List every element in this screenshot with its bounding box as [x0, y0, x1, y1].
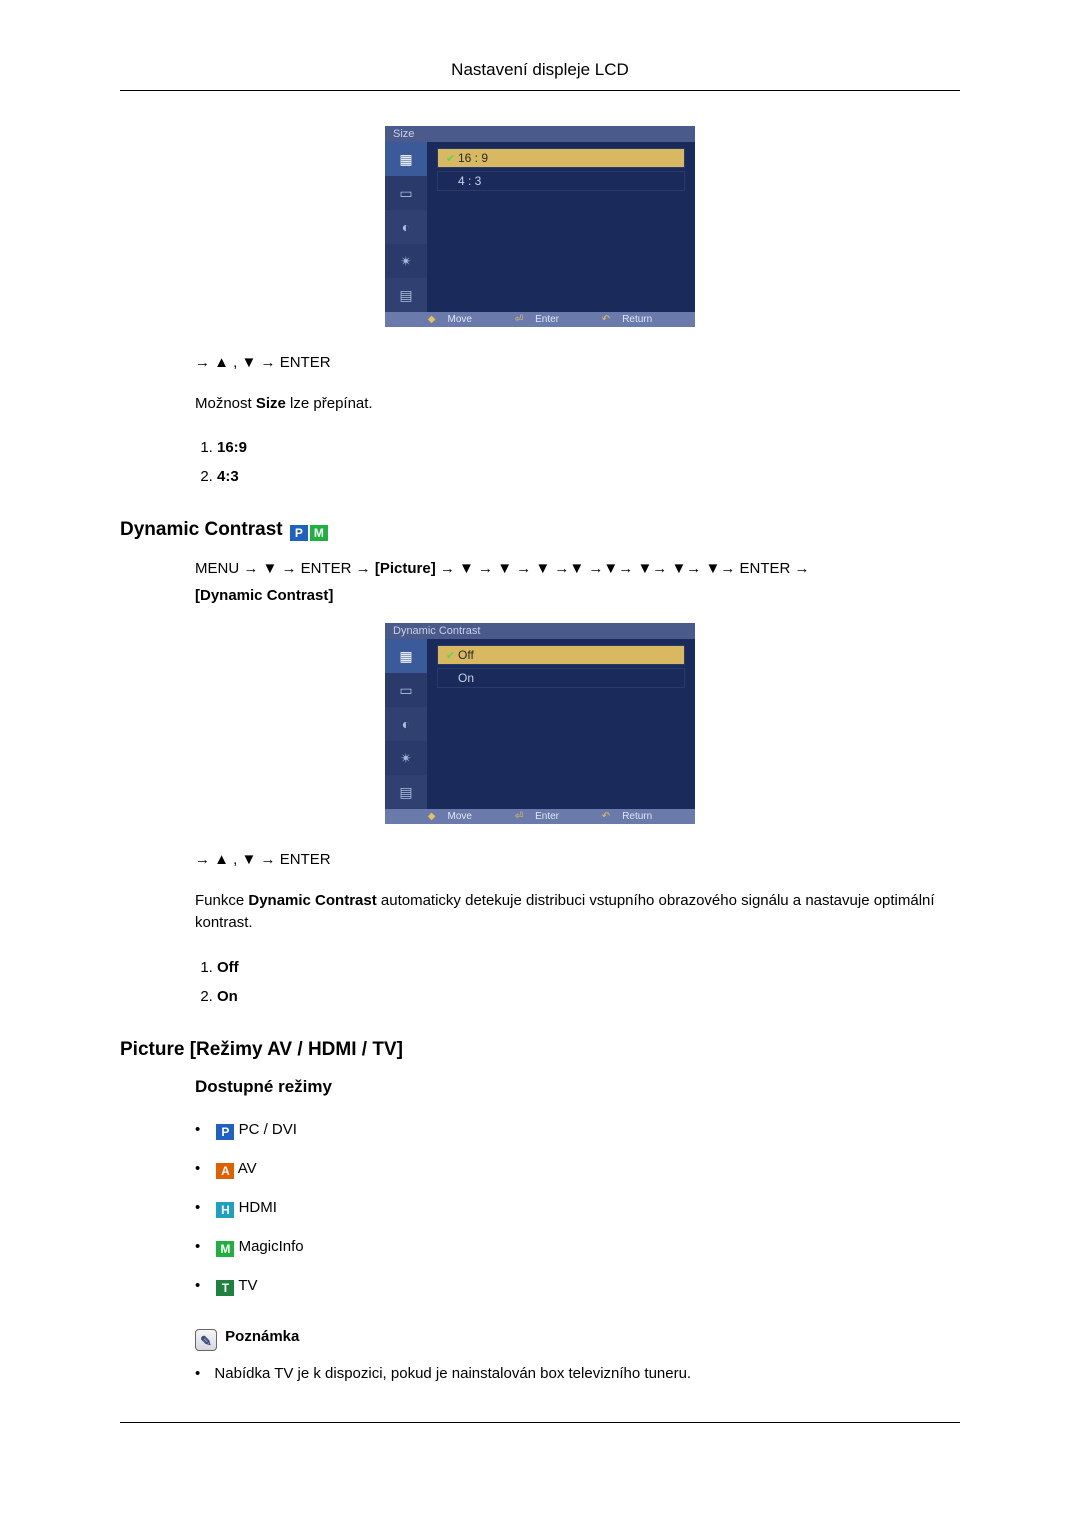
menu-path: MENU → ▼ → ENTER → [Picture] → ▼ → ▼ → ▼…	[195, 555, 960, 609]
osd-option: 4 : 3	[437, 171, 685, 191]
list-item: Nabídka TV je k dispozici, pokud je nain…	[195, 1365, 960, 1382]
osd-icon-multi: ▤	[385, 278, 427, 312]
page-title: Nastavení displeje LCD	[120, 60, 960, 91]
picture-modes-heading: Picture [Režimy AV / HDMI / TV]	[120, 1039, 960, 1061]
osd-footer-return: Return	[622, 811, 652, 822]
osd-icon-picture: ▦	[385, 639, 427, 673]
dc-description: Funkce Dynamic Contrast automaticky dete…	[195, 890, 960, 935]
footer-rule	[120, 1422, 960, 1423]
size-options-list: 16:9 4:3	[217, 433, 960, 491]
osd-footer-enter: Enter	[535, 811, 559, 822]
osd-option-label: Off	[458, 648, 474, 662]
osd-footer-move: Move	[447, 811, 471, 822]
mode-label: TV	[238, 1277, 257, 1294]
text: Funkce	[195, 892, 248, 909]
list-item: 4:3	[217, 462, 960, 491]
dc-options-list: Off On	[217, 953, 960, 1011]
osd-size-screenshot: Size ▦ ▭ ◐ ✴ ▤ ✔16 : 9 4 : 3 ◆Move ⏎Ente…	[120, 126, 960, 327]
note-icon: ✎	[195, 1329, 217, 1351]
osd-icon-setup: ✴	[385, 244, 427, 278]
osd-icon-input: ▭	[385, 176, 427, 210]
dynamic-contrast-heading: Dynamic Contrast PM	[120, 519, 960, 541]
badge-a-icon: A	[216, 1163, 234, 1179]
list-item: A AV	[195, 1150, 960, 1189]
list-item: T TV	[195, 1267, 960, 1306]
osd-footer-move: Move	[447, 314, 471, 325]
osd-icon-sound: ◐	[385, 210, 427, 244]
list-item: Off	[217, 953, 960, 982]
osd-option: ✔Off	[437, 645, 685, 665]
mode-label: PC / DVI	[239, 1121, 297, 1138]
list-item: 16:9	[217, 433, 960, 462]
osd-icon-sound: ◐	[385, 707, 427, 741]
osd-dc-screenshot: Dynamic Contrast ▦ ▭ ◐ ✴ ▤ ✔Off On ◆Move…	[120, 623, 960, 824]
osd-option: On	[437, 668, 685, 688]
modes-list: P PC / DVI A AV H HDMI M MagicInfo T TV	[195, 1111, 960, 1306]
osd-option-label: 16 : 9	[458, 151, 488, 165]
badge-h-icon: H	[216, 1202, 234, 1218]
list-item: P PC / DVI	[195, 1111, 960, 1150]
mode-label: HDMI	[239, 1199, 277, 1216]
osd-option-label: 4 : 3	[458, 174, 481, 188]
badge-p-icon: P	[290, 525, 308, 541]
badge-t-icon: T	[216, 1280, 234, 1296]
note-heading: ✎ Poznámka	[195, 1328, 960, 1351]
osd-footer: ◆Move ⏎Enter ↶Return	[385, 312, 695, 327]
osd-icon-input: ▭	[385, 673, 427, 707]
osd-footer-enter: Enter	[535, 314, 559, 325]
osd-title: Size	[385, 126, 695, 142]
osd-option-label: On	[458, 671, 474, 685]
text-bold: Dynamic Contrast	[248, 892, 376, 909]
osd-title: Dynamic Contrast	[385, 623, 695, 639]
size-description: Možnost Size lze přepínat.	[195, 393, 960, 416]
osd-icon-multi: ▤	[385, 775, 427, 809]
list-item: On	[217, 982, 960, 1011]
badge-p-icon: P	[216, 1124, 234, 1140]
list-item: M MagicInfo	[195, 1228, 960, 1267]
badge-m-icon: M	[310, 525, 328, 541]
text: lze přepínat.	[286, 395, 373, 412]
nav-instruction: → ▲ , ▼ → ENTER	[195, 849, 960, 872]
osd-option: ✔16 : 9	[437, 148, 685, 168]
mode-label: AV	[238, 1160, 257, 1177]
text-bold: Size	[256, 395, 286, 412]
text: Možnost	[195, 395, 256, 412]
osd-icon-column: ▦ ▭ ◐ ✴ ▤	[385, 142, 427, 312]
badge-m-icon: M	[216, 1241, 234, 1257]
osd-footer-return: Return	[622, 314, 652, 325]
nav-instruction: → ▲ , ▼ → ENTER	[195, 352, 960, 375]
list-item: H HDMI	[195, 1189, 960, 1228]
available-modes-heading: Dostupné režimy	[195, 1077, 960, 1097]
mode-label: MagicInfo	[239, 1238, 304, 1255]
osd-footer: ◆Move ⏎Enter ↶Return	[385, 809, 695, 824]
osd-icon-setup: ✴	[385, 741, 427, 775]
osd-icon-column: ▦ ▭ ◐ ✴ ▤	[385, 639, 427, 809]
osd-icon-picture: ▦	[385, 142, 427, 176]
note-list: Nabídka TV je k dispozici, pokud je nain…	[195, 1365, 960, 1382]
